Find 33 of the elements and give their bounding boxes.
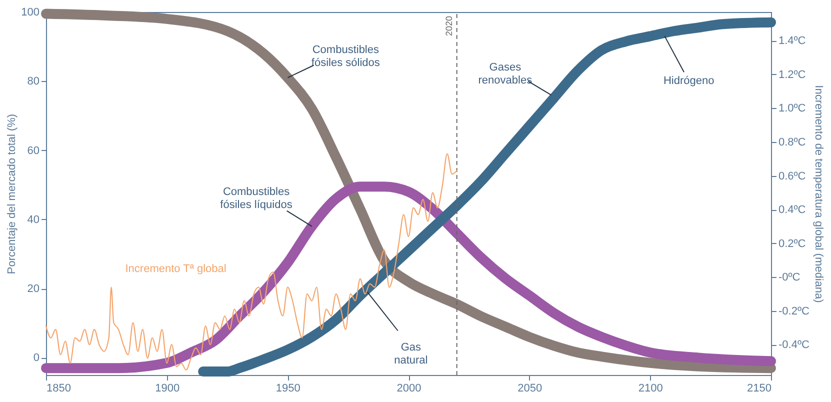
line-series: [45, 153, 458, 370]
y2-tick-label: 0.2ºC: [778, 238, 806, 250]
y-tick-label: 100: [21, 6, 40, 18]
annotation: Combustibles fósiles sólidos: [311, 44, 380, 70]
x-tick-label: 2000: [396, 382, 422, 394]
y2-tick-label: -0ºC: [778, 272, 800, 284]
x-tick-label: 2050: [518, 382, 542, 394]
y2-tick-label: 1.0ºC: [778, 102, 806, 115]
y-axis-title: Porcentaje del mercado total (%): [6, 114, 18, 274]
annotation: Gases renovables: [478, 61, 533, 86]
y2-axis-title: Incremento de temperatura global (mediana): [812, 85, 824, 303]
y2-tick-label: 0.8ºC: [778, 136, 806, 149]
annotation: Combustibles fósiles líquidos: [220, 186, 293, 211]
y-tick-label: 40: [27, 214, 40, 226]
y2-tick-label: 0.6ºC: [778, 170, 806, 182]
y2-tick-label: 1.4ºC: [778, 35, 806, 48]
x-tick-label: 1950: [276, 382, 300, 394]
y2-tick-label: 1.2ºC: [778, 68, 806, 81]
x-tick-label: 2150: [747, 382, 772, 394]
annotation: Hidrógeno: [663, 75, 714, 88]
x-tick-label: 2100: [638, 382, 663, 394]
ref-line-label: 2020: [444, 16, 454, 36]
annotation: Gas natural: [394, 341, 428, 366]
y2-tick-label: -0.2ºC: [778, 305, 810, 318]
y2-tick-label: -0.4ºC: [778, 339, 810, 352]
x-tick-label: 1850: [46, 382, 71, 394]
x-tick-label: 1900: [155, 382, 180, 394]
y-tick-label: 20: [27, 283, 40, 296]
y-tick-label: 60: [27, 144, 40, 157]
y2-tick-label: 0.4ºC: [778, 204, 806, 216]
y-tick-label: 0: [33, 352, 40, 364]
y-tick-label: 80: [27, 76, 40, 88]
series-label: Incremento Tª global: [125, 263, 226, 276]
